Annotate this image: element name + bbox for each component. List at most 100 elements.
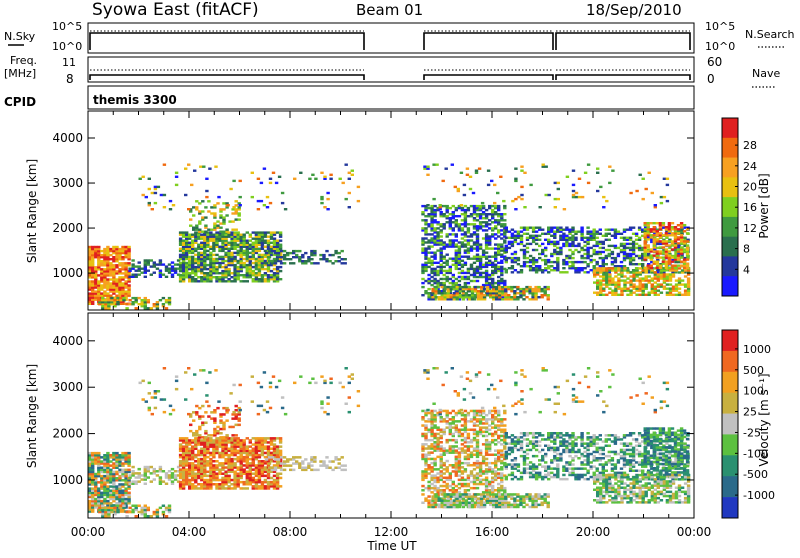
echo-cell (135, 270, 138, 272)
echo-cell (479, 266, 482, 268)
echo-cell (480, 298, 483, 300)
echo-cell (227, 242, 230, 244)
echo-cell (147, 270, 150, 272)
echo-cell (112, 278, 115, 280)
echo-cell (141, 478, 144, 481)
echo-cell (471, 290, 474, 292)
echo-cell (516, 286, 519, 288)
echo-cell (455, 207, 458, 209)
echo-cell (121, 286, 124, 288)
echo-cell (200, 448, 203, 451)
echo-cell (227, 248, 230, 250)
echo-cell (476, 225, 479, 227)
echo-cell (174, 474, 177, 477)
echo-cell (313, 262, 316, 264)
echo-cell (215, 460, 218, 463)
echo-cell (473, 223, 476, 225)
echo-cell (565, 257, 568, 259)
echo-cell (467, 247, 470, 249)
echo-cell (165, 483, 168, 486)
echo-cell (191, 256, 194, 258)
echo-cell (91, 295, 94, 297)
echo-cell (638, 245, 641, 247)
echo-cell (541, 269, 544, 271)
echo-cell (629, 279, 632, 281)
echo-cell (279, 234, 282, 236)
echo-cell (469, 176, 472, 178)
echo-cell (94, 248, 97, 250)
echo-cell (511, 257, 514, 259)
echo-cell (320, 196, 323, 198)
echo-cell (323, 206, 326, 208)
y-tick-label: 3000 (52, 176, 83, 190)
echo-cell (611, 235, 614, 237)
echo-cell (148, 188, 151, 190)
echo-cell (488, 205, 491, 207)
echo-cell (553, 267, 556, 269)
echo-cell (500, 213, 503, 215)
echo-cell (197, 280, 200, 282)
echo-cell (150, 307, 153, 309)
echo-cell (203, 258, 206, 260)
echo-cell (243, 258, 246, 260)
echo-cell (586, 271, 589, 273)
echo-cell (433, 274, 436, 276)
echo-cell (433, 235, 436, 237)
echo-cell (520, 194, 523, 196)
echo-cell (554, 182, 557, 184)
echo-cell (520, 231, 523, 233)
echo-cell (109, 490, 112, 493)
velocity-cells (88, 367, 690, 518)
echo-cell (544, 290, 547, 292)
echo-cell (271, 262, 274, 264)
echo-cell (547, 239, 550, 241)
echo-cell (182, 264, 185, 266)
echo-cell (237, 244, 240, 246)
echo-cell (219, 210, 222, 212)
echo-cell (94, 295, 97, 297)
echo-cell (563, 208, 566, 210)
echo-cell (124, 452, 127, 455)
echo-cell (218, 264, 221, 266)
echo-cell (206, 268, 209, 270)
echo-cell (141, 272, 144, 274)
echo-cell (197, 276, 200, 278)
colorbar-swatch (722, 138, 738, 158)
echo-cell (638, 257, 641, 259)
echo-cell (171, 268, 174, 270)
echo-cell (128, 268, 131, 270)
echo-cell (504, 286, 507, 288)
echo-cell (227, 268, 230, 270)
echo-cell (629, 257, 632, 259)
echo-cell (118, 270, 121, 272)
echo-cell (168, 297, 171, 299)
echo-cell (261, 258, 264, 260)
echo-cell (106, 248, 109, 250)
echo-cell (502, 200, 505, 202)
echo-cell (565, 235, 568, 237)
echo-cell (204, 216, 207, 218)
echo-cell (233, 234, 236, 236)
echo-cell (212, 250, 215, 252)
echo-cell (191, 234, 194, 236)
echo-cell (88, 256, 91, 258)
echo-cell (611, 245, 614, 247)
echo-cell (671, 228, 674, 230)
echo-cell (357, 200, 360, 202)
echo-cell (608, 288, 611, 290)
echo-cell (668, 244, 671, 246)
echo-cell (427, 223, 430, 225)
echo-cell (121, 483, 124, 486)
echo-cell (264, 246, 267, 248)
echo-cell (620, 294, 623, 296)
echo-cell (308, 178, 311, 180)
echo-cell (218, 468, 221, 471)
echo-cell (100, 260, 103, 262)
echo-cell (580, 227, 583, 229)
echo-cell (107, 307, 110, 309)
echo-cell (301, 256, 304, 258)
echo-cell (264, 280, 267, 282)
echo-cell (106, 286, 109, 288)
echo-cell (255, 464, 258, 467)
